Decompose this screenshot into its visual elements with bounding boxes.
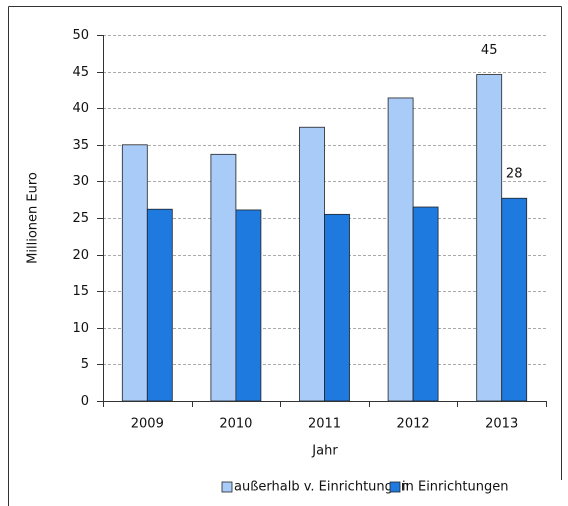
frame	[8, 6, 562, 506]
bar	[501, 197, 528, 402]
legend-label: außerhalb v. Einrichtungen	[234, 480, 409, 495]
y-tick-label: 15	[72, 284, 89, 299]
y-tick-label: 25	[72, 211, 89, 226]
bar	[324, 213, 350, 402]
x-tick-label: 2012	[397, 417, 430, 432]
y-tick-label: 45	[72, 65, 89, 80]
y-tick-label: 50	[72, 28, 89, 43]
y-tick-label: 20	[72, 248, 89, 263]
data-label: 45	[481, 43, 498, 58]
y-axis-title: Millionen Euro	[26, 172, 41, 264]
x-tick-label: 2010	[219, 417, 252, 432]
data-label: 28	[506, 167, 523, 182]
y-tick-label: 5	[81, 357, 89, 372]
legend-swatch	[389, 481, 401, 493]
bar	[235, 209, 262, 402]
bar	[476, 74, 503, 402]
legend-label: in Einrichtungen	[402, 480, 508, 495]
y-tick-label: 40	[72, 101, 89, 116]
x-tick-label: 2011	[308, 417, 341, 432]
legend-swatch	[221, 481, 233, 493]
y-tick-label: 30	[72, 174, 89, 189]
y-tick-label: 0	[81, 394, 89, 409]
bar	[146, 208, 173, 402]
y-tick-label: 10	[72, 321, 89, 336]
bar	[387, 97, 414, 402]
bar	[121, 144, 148, 402]
y-tick-label: 35	[72, 138, 89, 153]
x-tick-label: 2009	[131, 417, 164, 432]
bar	[210, 153, 237, 402]
bar	[299, 126, 325, 402]
x-axis-title: Jahr	[311, 444, 338, 459]
x-tick-label: 2013	[485, 417, 518, 432]
bar	[412, 206, 439, 402]
